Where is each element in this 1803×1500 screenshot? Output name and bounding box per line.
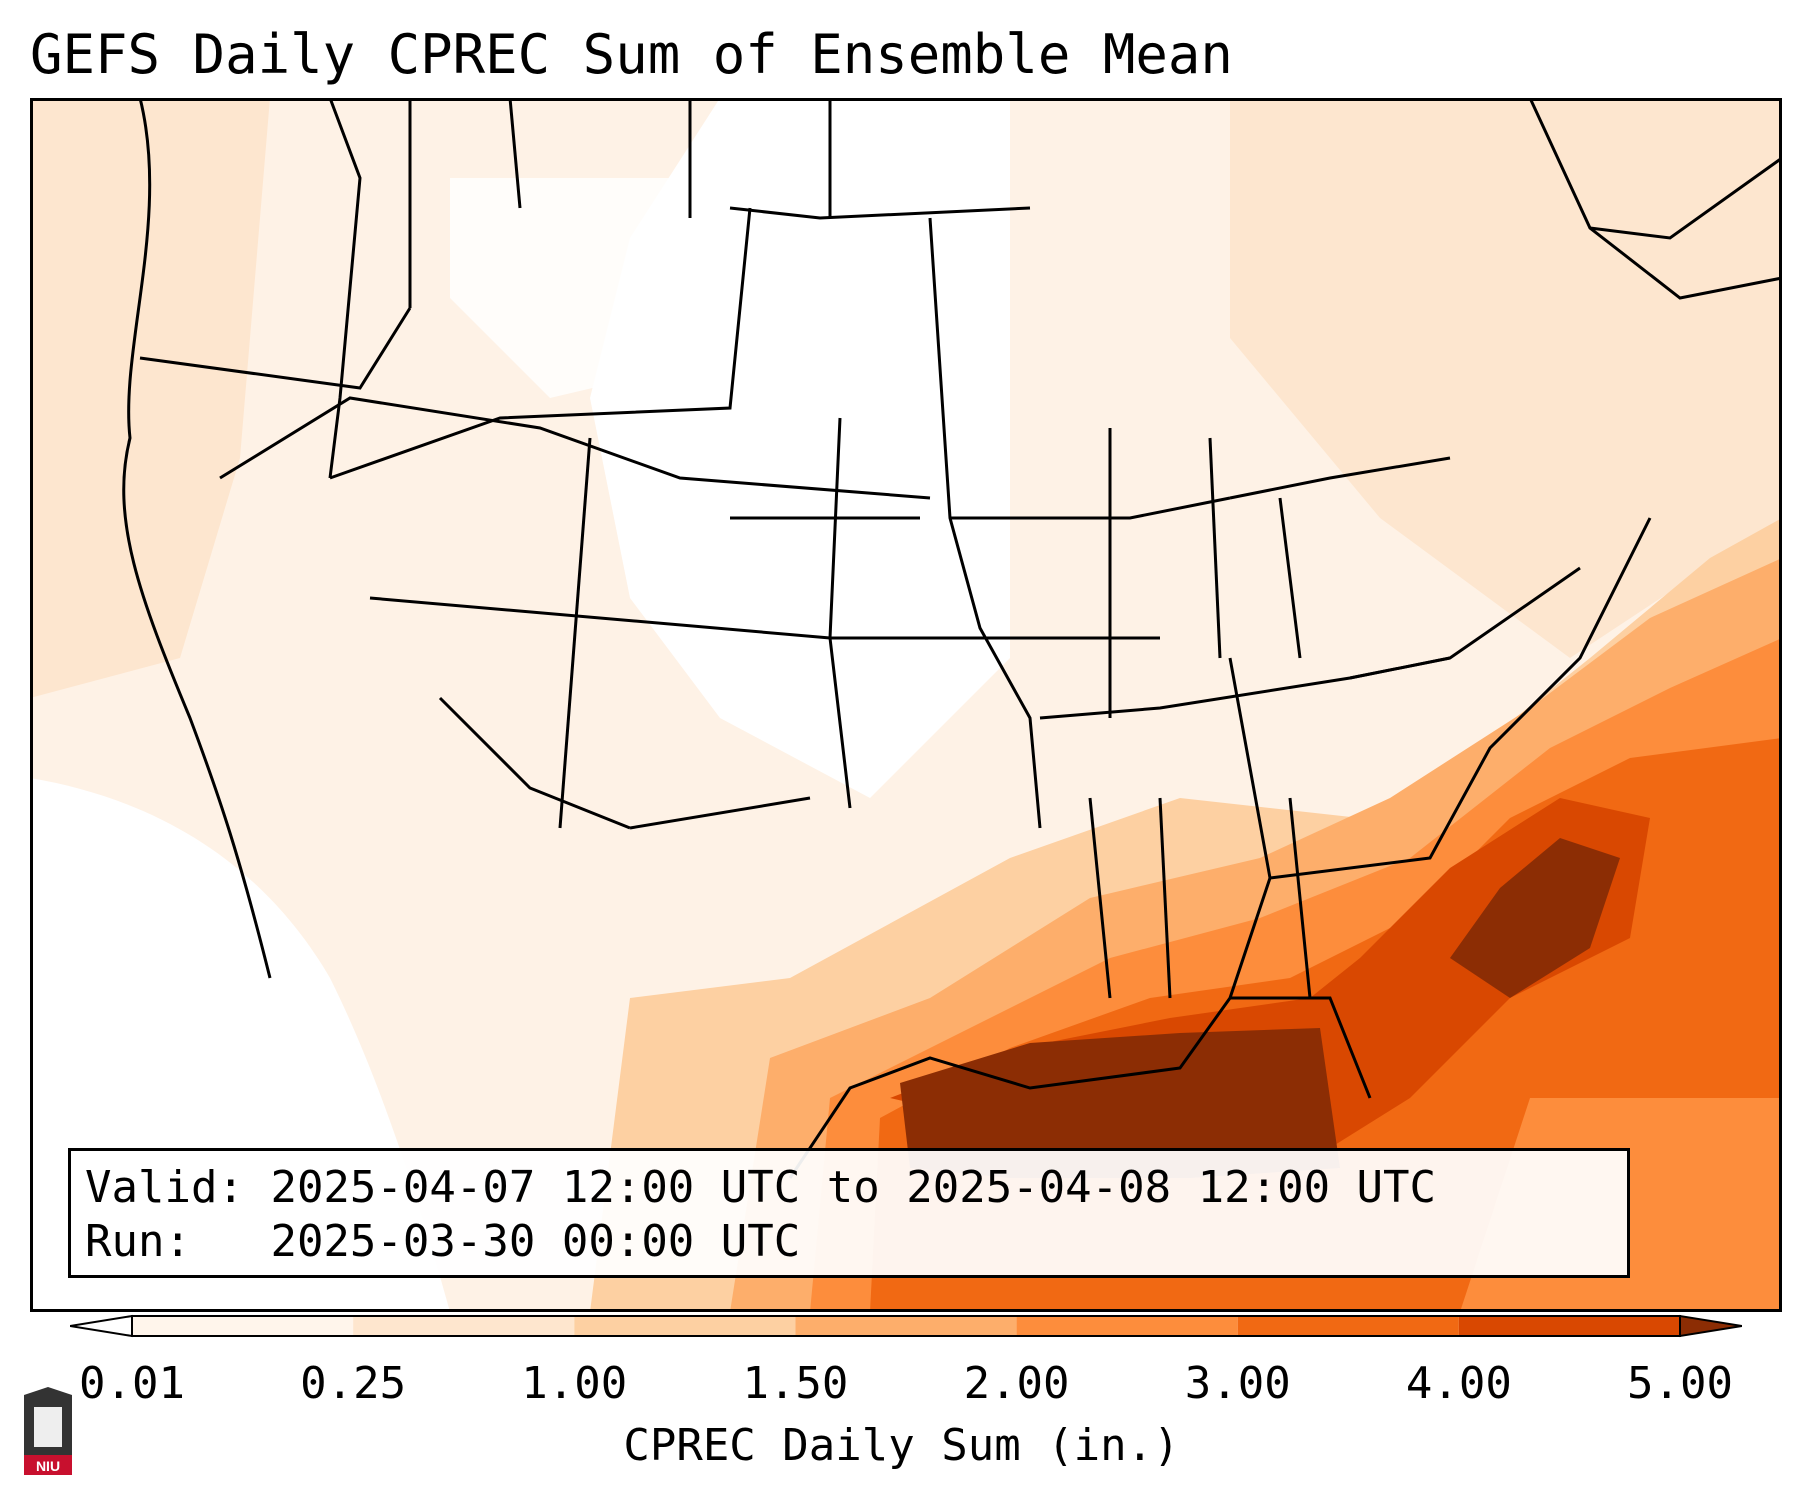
colorbar-segment — [353, 1316, 575, 1336]
valid-info-box: Valid: 2025-04-07 12:00 UTC to 2025-04-0… — [68, 1148, 1630, 1278]
valid-range: 2025-04-07 12:00 UTC to 2025-04-08 12:00… — [270, 1162, 1437, 1213]
colorbar-segment — [1016, 1316, 1238, 1336]
colorbar-over-arrow — [1679, 1314, 1742, 1338]
precipitation-map — [30, 98, 1782, 1312]
colorbar-tick-label: 1.50 — [742, 1358, 849, 1409]
colorbar-segment — [1458, 1316, 1680, 1336]
band-500-atlantic — [1450, 838, 1620, 998]
valid-label: Valid: — [85, 1162, 244, 1213]
dry-region-north — [450, 178, 720, 398]
colorbar-tick-label: 1.00 — [521, 1358, 628, 1409]
colorbar-tick-label: 0.01 — [79, 1358, 185, 1409]
colorbar-label: CPREC Daily Sum (in.) — [623, 1420, 1180, 1471]
colorbar — [70, 1314, 1742, 1338]
colorbar-tick-label: 5.00 — [1627, 1358, 1733, 1409]
colorbar-tick-label: 4.00 — [1405, 1358, 1512, 1409]
band-500-gulf — [900, 1028, 1340, 1178]
light-band-east — [1230, 98, 1782, 658]
colorbar-segment — [132, 1316, 354, 1336]
colorbar-segment — [1237, 1316, 1459, 1336]
colorbar-segment — [574, 1316, 796, 1336]
run-label: Run: — [85, 1216, 191, 1267]
run-time: 2025-03-30 00:00 UTC — [270, 1216, 801, 1267]
logo-text: NIU — [36, 1458, 60, 1474]
colorbar-tick-label: 3.00 — [1184, 1358, 1291, 1409]
map-title: GEFS Daily CPREC Sum of Ensemble Mean — [30, 23, 1233, 86]
colorbar-under-arrow — [70, 1314, 133, 1338]
colorbar-tick-label: 0.25 — [300, 1358, 407, 1409]
light-band-west — [30, 98, 270, 698]
colorbar-tick-label: 2.00 — [963, 1358, 1070, 1409]
state-borders — [122, 98, 1782, 1179]
colorbar-segment — [795, 1316, 1017, 1336]
niu-logo: NIU — [24, 1387, 72, 1475]
